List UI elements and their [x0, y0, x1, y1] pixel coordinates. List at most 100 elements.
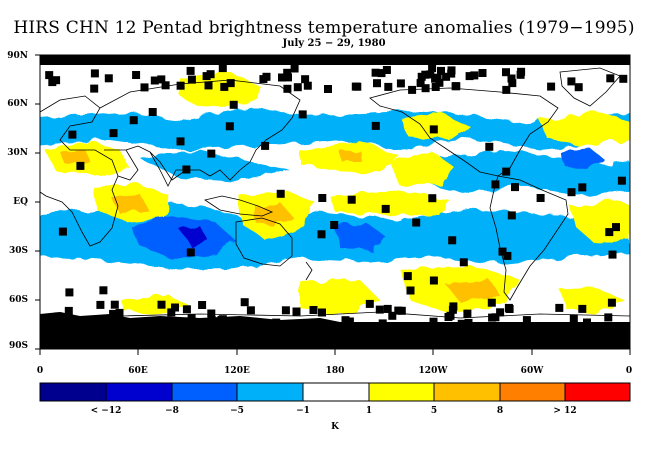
anomaly-strong-warm-patch — [445, 280, 500, 302]
axis-ticks — [35, 54, 631, 355]
missing-data-cell — [617, 176, 626, 185]
missing-data-cell — [426, 70, 435, 79]
lat-label: 30S — [8, 246, 28, 256]
missing-data-cell — [449, 302, 458, 311]
missing-data-cell — [383, 304, 392, 313]
missing-data-cell — [240, 298, 249, 307]
missing-data-cell — [218, 64, 227, 73]
missing-data-cell — [318, 194, 327, 202]
colorbar-label: 1 — [365, 406, 373, 416]
map-title: HIRS CHN 12 Pentad brightness temperatur… — [13, 18, 635, 38]
missing-data-cell — [347, 195, 356, 204]
missing-data-cell — [377, 69, 386, 78]
anomaly-warm-patch — [540, 112, 630, 146]
missing-data-cell — [442, 72, 451, 81]
lon-label: 60E — [128, 366, 148, 376]
coastline-antarctica — [40, 311, 630, 319]
missing-data-cell — [604, 313, 613, 322]
lat-label: 30N — [7, 148, 28, 158]
anomaly-strong-cold-patch — [560, 148, 605, 170]
missing-data-cell — [428, 64, 437, 73]
coastline-greenland — [559, 67, 621, 107]
anomaly-warm-patch — [300, 280, 380, 316]
colorbar-swatch — [564, 382, 631, 402]
missing-data-cell — [301, 75, 310, 84]
lat-label: 90N — [7, 51, 28, 61]
missing-data — [40, 55, 630, 349]
missing-data-cell — [284, 73, 292, 82]
missing-data-cell — [511, 183, 519, 192]
missing-data-cell — [502, 68, 510, 77]
missing-data-cell — [324, 85, 332, 93]
missing-data-cell — [447, 69, 456, 78]
missing-data-cell — [507, 211, 516, 220]
lon-label: 120E — [224, 366, 250, 376]
missing-data-cell — [220, 82, 229, 91]
missing-data-cell — [140, 83, 149, 92]
lat-label: 60S — [8, 295, 28, 305]
missing-data-south-edge — [40, 312, 340, 322]
anomaly-strong-warm-patch — [110, 194, 148, 214]
missing-data-cell — [161, 81, 170, 90]
missing-data-cell — [228, 316, 237, 325]
missing-data-cell — [272, 318, 281, 327]
anomaly-cold-patch — [140, 150, 290, 182]
missing-data-cell — [578, 304, 587, 313]
missing-data-cell — [491, 313, 500, 322]
missing-data-cell — [607, 298, 616, 307]
missing-data-cell — [198, 301, 207, 309]
anomaly-warm-patch — [390, 150, 455, 186]
missing-data-cell — [157, 75, 166, 84]
missing-data-cell — [435, 78, 444, 87]
missing-data-cell — [612, 223, 620, 232]
missing-data-cell — [605, 228, 614, 237]
missing-data-cell — [278, 73, 286, 82]
anomaly-strong-warm-patch — [340, 150, 362, 162]
colorbar-label: 5 — [430, 406, 438, 416]
colorbar-label: −5 — [230, 406, 244, 416]
missing-data-cell — [619, 74, 628, 83]
missing-data-cell — [378, 319, 387, 328]
anomaly-strong-cold-patch — [130, 216, 235, 258]
missing-data-cell — [429, 317, 438, 326]
missing-data-cell — [167, 308, 176, 317]
missing-data-cell — [148, 108, 157, 116]
missing-data-cell — [281, 306, 290, 315]
missing-data-cell — [261, 141, 270, 150]
missing-data-cell — [58, 227, 67, 236]
missing-data-cell — [45, 71, 54, 80]
missing-data-cell — [373, 79, 381, 88]
coastline-asia — [99, 79, 301, 181]
missing-data-cell — [68, 130, 77, 139]
missing-data-cell — [446, 311, 455, 320]
missing-data-cell — [567, 77, 576, 86]
missing-data-cell — [109, 129, 118, 138]
missing-data-cell — [176, 137, 185, 146]
missing-data-cell — [129, 116, 138, 125]
missing-data-cell — [502, 85, 511, 94]
lat-label: 90S — [8, 341, 28, 351]
missing-data-cell — [583, 318, 591, 327]
colorbar-swatch — [433, 382, 501, 402]
anomaly-warm-patch — [330, 192, 450, 216]
missing-data-cell — [485, 142, 494, 151]
missing-data-cell — [457, 319, 466, 328]
missing-data-cell — [283, 84, 292, 93]
missing-data-south-band — [40, 322, 630, 349]
missing-data-cell — [176, 81, 185, 90]
missing-data-cell — [104, 74, 113, 83]
colorbar-label: −8 — [165, 406, 179, 416]
colorbar-swatch — [236, 382, 304, 402]
missing-data-cell — [433, 73, 442, 82]
missing-data-cell — [109, 309, 118, 318]
colorbar-label: > 12 — [553, 406, 577, 416]
colorbar-swatch — [368, 382, 435, 402]
missing-data-cell — [448, 236, 457, 245]
missing-data-cell — [397, 306, 406, 315]
missing-data-cell — [225, 122, 234, 131]
colorbar-swatch — [105, 382, 173, 402]
missing-data-cell — [283, 68, 292, 77]
missing-data-cell — [496, 308, 505, 317]
missing-data-cell — [90, 84, 99, 93]
missing-data-cell — [90, 69, 99, 78]
